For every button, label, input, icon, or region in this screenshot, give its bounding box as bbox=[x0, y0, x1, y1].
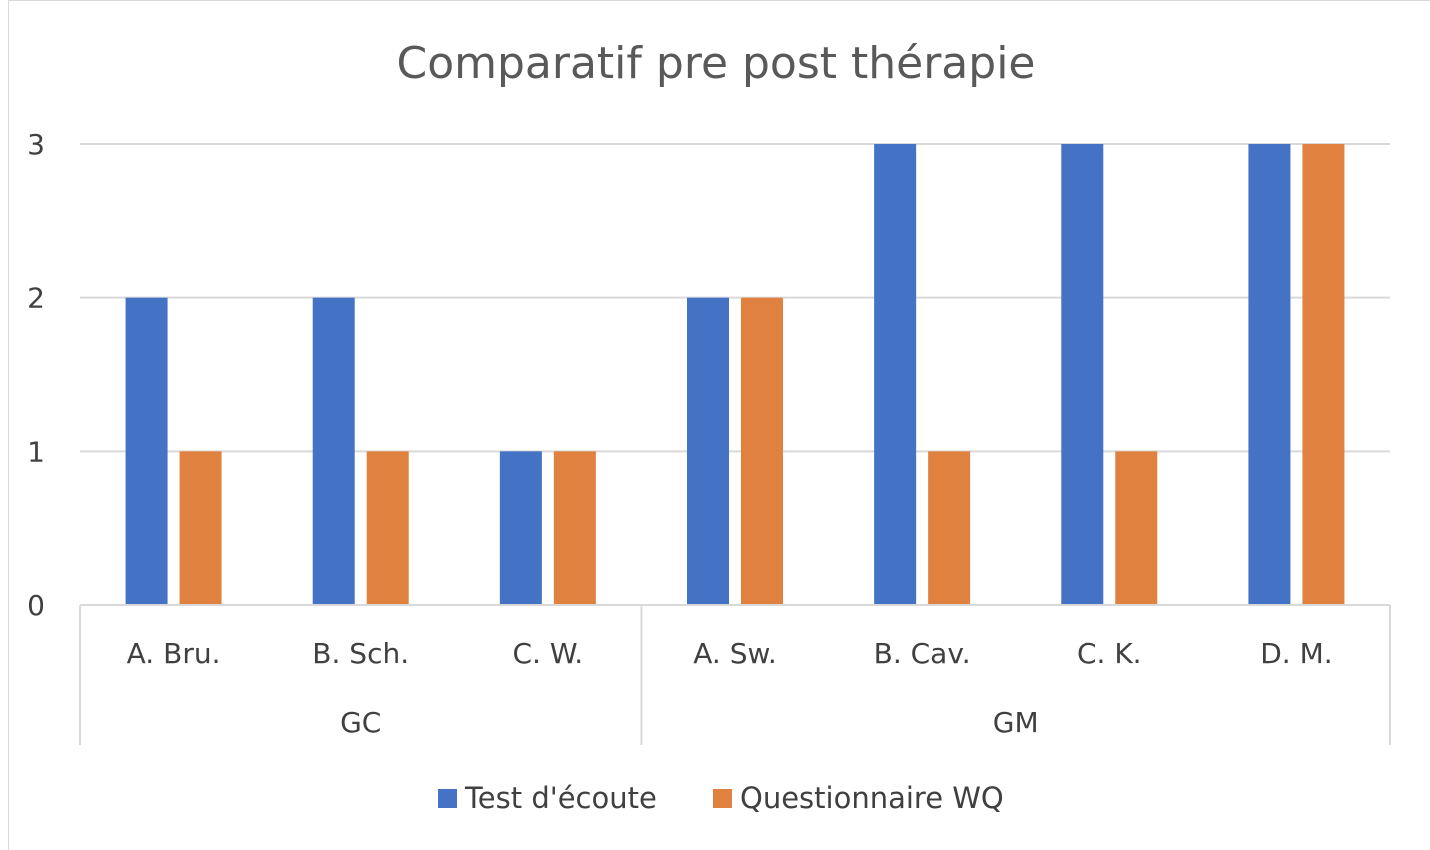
x-category-label: A. Bru. bbox=[127, 637, 221, 670]
x-category-label: B. Cav. bbox=[874, 637, 971, 670]
y-tick-label: 3 bbox=[27, 128, 45, 161]
bar bbox=[179, 451, 222, 605]
legend-swatch bbox=[713, 789, 732, 808]
bar bbox=[874, 144, 917, 605]
bar bbox=[553, 451, 596, 605]
x-group-label: GM bbox=[993, 706, 1039, 739]
bar bbox=[125, 297, 168, 605]
bar bbox=[1248, 144, 1291, 605]
x-axis: A. Bru. B. Sch. C. W. A. Sw. B. Cav. C. K. D. … bbox=[79, 604, 1391, 745]
bar bbox=[1061, 144, 1104, 605]
bar bbox=[741, 297, 783, 605]
x-category-label: C. W. bbox=[512, 637, 583, 670]
bar bbox=[1115, 451, 1158, 605]
legend-label: Test d'écoute bbox=[464, 781, 657, 815]
gridlines bbox=[80, 143, 1390, 453]
y-tick-label: 0 bbox=[27, 589, 45, 622]
y-tick-label: 1 bbox=[27, 435, 45, 468]
bar bbox=[687, 297, 729, 605]
bar bbox=[499, 451, 542, 605]
legend: Test d'écoute Questionnaire WQ bbox=[438, 781, 1004, 815]
bar bbox=[1302, 144, 1345, 605]
x-category-label: D. M. bbox=[1260, 637, 1332, 670]
bar bbox=[366, 451, 409, 605]
x-category-label: B. Sch. bbox=[312, 637, 409, 670]
x-category-label: A. Sw. bbox=[693, 637, 776, 670]
legend-label: Questionnaire WQ bbox=[740, 781, 1004, 815]
chart-frame bbox=[8, 0, 1430, 850]
legend-swatch bbox=[438, 789, 457, 808]
bar bbox=[312, 297, 355, 605]
chart-title: Comparatif pre post thérapie bbox=[396, 38, 1035, 89]
bars bbox=[125, 144, 1345, 605]
bar bbox=[928, 451, 971, 605]
x-category-label: C. K. bbox=[1077, 637, 1142, 670]
y-axis-ticks: 0 1 2 3 bbox=[27, 128, 45, 622]
x-group-label: GC bbox=[340, 706, 381, 739]
y-tick-label: 2 bbox=[27, 282, 45, 315]
